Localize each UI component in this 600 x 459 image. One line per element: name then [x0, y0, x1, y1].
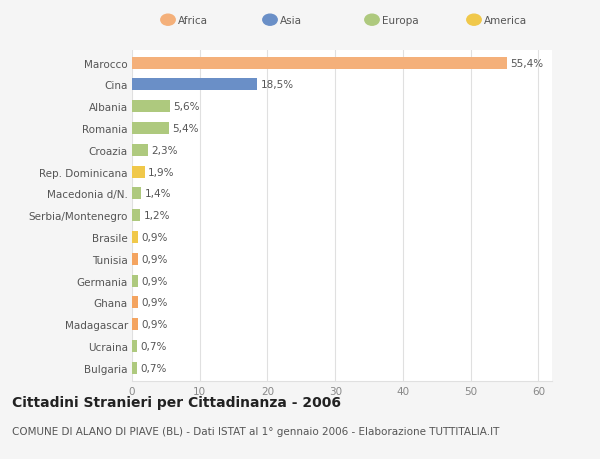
Bar — [132, 297, 138, 308]
Bar — [132, 79, 257, 91]
Bar — [132, 123, 169, 135]
Text: 0,9%: 0,9% — [142, 254, 168, 264]
Bar — [132, 145, 148, 157]
Text: America: America — [484, 16, 527, 26]
Bar — [132, 166, 145, 178]
Text: Africa: Africa — [178, 16, 208, 26]
Text: Asia: Asia — [280, 16, 302, 26]
Text: 0,7%: 0,7% — [140, 363, 167, 373]
Text: 1,4%: 1,4% — [145, 189, 172, 199]
Bar — [132, 57, 507, 69]
Bar — [132, 319, 138, 330]
Text: 2,3%: 2,3% — [151, 146, 178, 156]
Bar — [132, 253, 138, 265]
Bar — [132, 340, 137, 352]
Bar — [132, 101, 170, 113]
Text: 18,5%: 18,5% — [261, 80, 294, 90]
Text: 1,2%: 1,2% — [143, 211, 170, 221]
Bar — [132, 210, 140, 222]
Text: Cittadini Stranieri per Cittadinanza - 2006: Cittadini Stranieri per Cittadinanza - 2… — [12, 395, 341, 409]
Text: 0,7%: 0,7% — [140, 341, 167, 351]
Text: 0,9%: 0,9% — [142, 232, 168, 242]
Bar — [132, 275, 138, 287]
Text: 5,4%: 5,4% — [172, 124, 199, 134]
Text: Europa: Europa — [382, 16, 418, 26]
Text: 0,9%: 0,9% — [142, 276, 168, 286]
Text: 0,9%: 0,9% — [142, 298, 168, 308]
Bar — [132, 362, 137, 374]
Text: COMUNE DI ALANO DI PIAVE (BL) - Dati ISTAT al 1° gennaio 2006 - Elaborazione TUT: COMUNE DI ALANO DI PIAVE (BL) - Dati IST… — [12, 426, 499, 436]
Bar — [132, 231, 138, 243]
Text: 55,4%: 55,4% — [511, 59, 544, 68]
Bar — [132, 188, 142, 200]
Text: 5,6%: 5,6% — [173, 102, 200, 112]
Text: 0,9%: 0,9% — [142, 319, 168, 330]
Text: 1,9%: 1,9% — [148, 167, 175, 177]
